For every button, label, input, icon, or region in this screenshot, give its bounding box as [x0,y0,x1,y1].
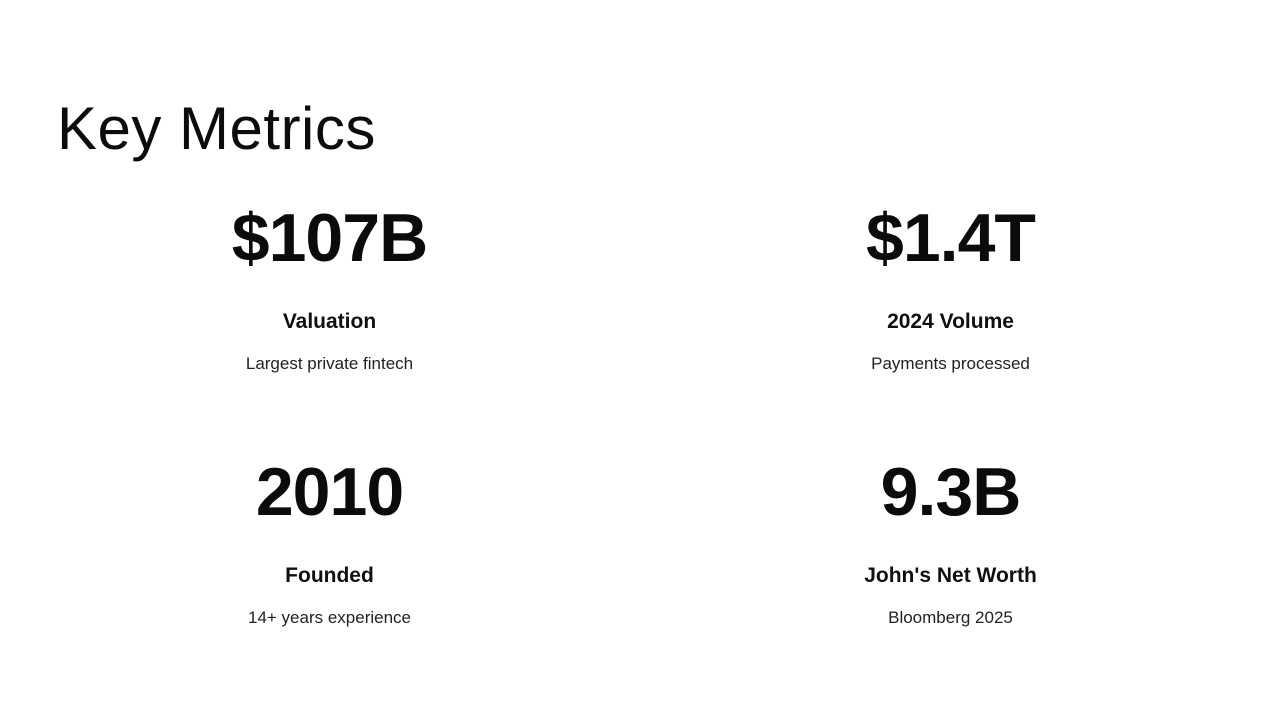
metric-card-valuation: $107B Valuation Largest private fintech [19,200,640,454]
metric-label: Valuation [282,310,377,333]
metric-description: 14+ years experience [247,608,412,627]
metrics-grid: $107B Valuation Largest private fintech … [19,200,1261,708]
metric-card-net-worth: 9.3B John's Net Worth Bloomberg 2025 [640,454,1261,708]
metric-label: John's Net Worth [864,564,1037,587]
metric-value: 2010 [255,454,404,530]
metric-label: 2024 Volume [887,310,1014,333]
page-title: Key Metrics [57,95,376,163]
metric-value: $1.4T [866,200,1036,276]
metric-label: Founded [285,564,374,587]
metric-card-founded: 2010 Founded 14+ years experience [19,454,640,708]
metric-value: $107B [231,200,428,276]
metric-value: 9.3B [880,454,1022,530]
metric-description: Largest private fintech [245,354,414,373]
metric-card-volume: $1.4T 2024 Volume Payments processed [640,200,1261,454]
metric-description: Bloomberg 2025 [888,608,1013,627]
metric-description: Payments processed [871,354,1030,373]
